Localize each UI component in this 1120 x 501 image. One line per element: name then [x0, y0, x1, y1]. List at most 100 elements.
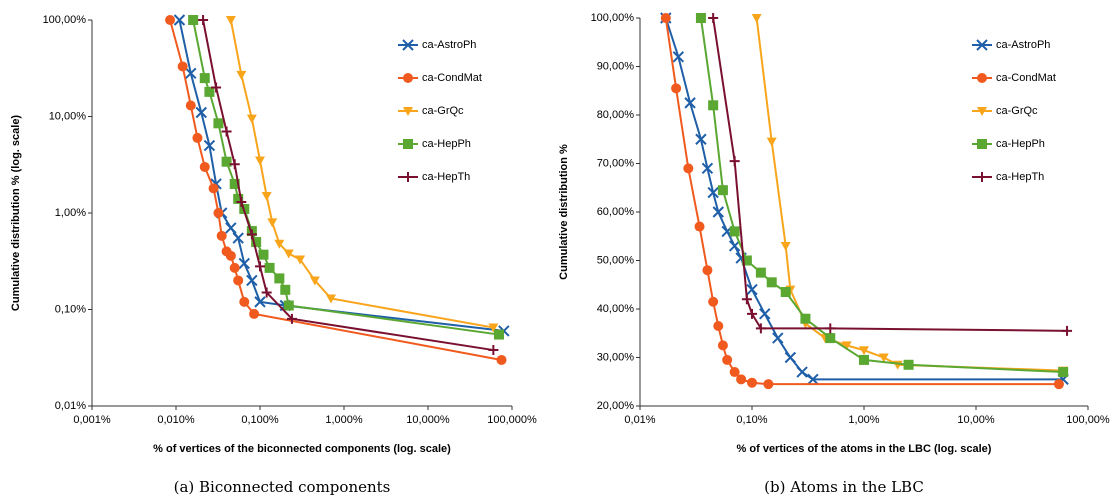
legend-label: ca-HepPh — [422, 138, 471, 150]
point — [825, 333, 836, 344]
legend-label: ca-GrQc — [996, 105, 1038, 117]
point — [694, 221, 705, 232]
point — [213, 208, 224, 218]
legend-marker — [403, 172, 413, 182]
point — [759, 308, 771, 320]
y-tick-label: 80,00% — [597, 109, 635, 121]
point — [199, 161, 210, 172]
point — [796, 366, 808, 378]
point — [261, 287, 272, 298]
y-tick-label: 1,00% — [55, 207, 86, 219]
point — [1053, 379, 1064, 390]
point — [258, 249, 269, 260]
point — [708, 100, 719, 111]
point — [746, 283, 758, 296]
point — [701, 162, 714, 175]
point — [713, 320, 724, 331]
point — [729, 226, 740, 237]
point — [751, 14, 762, 23]
point — [239, 296, 250, 307]
point — [192, 132, 203, 143]
legend-marker — [403, 139, 413, 149]
series-line — [202, 19, 494, 352]
point — [229, 159, 240, 170]
legend-label: ca-HepPh — [996, 138, 1045, 150]
point — [1058, 367, 1069, 378]
x-tick-label: 1,000% — [325, 414, 363, 426]
legend-marker — [977, 73, 987, 83]
point — [185, 67, 197, 80]
caption: (a) Biconnected components — [174, 478, 391, 496]
x-tick-label: 10,00% — [957, 414, 995, 426]
point — [225, 222, 237, 234]
x-tick-label: 0,100% — [241, 414, 279, 426]
point — [780, 241, 791, 251]
y-tick-label: 10,00% — [49, 110, 87, 122]
point — [671, 83, 682, 94]
x-tick-label: 0,010% — [157, 414, 195, 426]
point — [177, 61, 188, 72]
point — [246, 114, 257, 124]
point — [859, 354, 869, 365]
point — [741, 294, 752, 305]
point — [717, 340, 728, 351]
point — [204, 86, 215, 97]
legend-label: ca-CondMat — [996, 72, 1056, 84]
x-tick-label: 1,00% — [848, 414, 879, 426]
y-tick-label: 0,10% — [55, 303, 86, 315]
point — [216, 230, 227, 241]
point — [736, 374, 747, 385]
legend-label: ca-HepTh — [996, 171, 1044, 183]
point — [496, 354, 507, 365]
point — [772, 332, 784, 344]
y-tick-label: 100,00% — [591, 12, 635, 24]
x-tick-label: 100,00% — [1066, 414, 1110, 426]
y-tick-label: 20,00% — [597, 400, 635, 412]
legend-marker — [977, 107, 987, 116]
point — [747, 377, 757, 388]
x-tick-label: 100,000% — [487, 414, 537, 426]
point — [841, 341, 852, 351]
y-tick-label: 70,00% — [597, 157, 635, 169]
point — [232, 232, 244, 244]
y-axis-title: Cumulative distribution % — [558, 144, 570, 280]
point — [233, 275, 244, 286]
point — [755, 323, 766, 334]
point — [729, 156, 740, 167]
point — [683, 163, 694, 174]
legend-label: ca-GrQc — [422, 105, 464, 117]
y-axis-title: Cumulative distribution % (log. scale) — [10, 115, 22, 312]
point — [236, 197, 247, 208]
point — [712, 206, 724, 218]
legend-marker — [976, 39, 988, 51]
point — [708, 296, 719, 307]
series-line — [229, 19, 494, 329]
point — [684, 97, 696, 109]
x-axis-title: % of vertices of the biconnected compone… — [153, 443, 451, 455]
point — [878, 353, 889, 363]
point — [199, 73, 210, 84]
point — [493, 329, 504, 340]
point — [249, 308, 260, 319]
point — [1062, 325, 1073, 336]
legend-label: ca-HepTh — [422, 171, 470, 183]
point — [488, 345, 499, 356]
point — [780, 287, 791, 298]
point — [708, 13, 719, 23]
y-tick-label: 90,00% — [597, 60, 635, 72]
point — [800, 313, 811, 324]
point — [766, 277, 777, 288]
point — [728, 240, 741, 252]
point — [208, 183, 219, 194]
point — [225, 250, 236, 261]
legend-marker — [403, 73, 413, 83]
point — [660, 13, 671, 23]
point — [274, 239, 285, 249]
point — [195, 106, 207, 119]
x-tick-label: 0,01% — [624, 414, 655, 426]
point — [264, 262, 275, 273]
point — [229, 178, 240, 189]
x-tick-label: 0,001% — [73, 414, 111, 426]
point — [766, 137, 777, 147]
